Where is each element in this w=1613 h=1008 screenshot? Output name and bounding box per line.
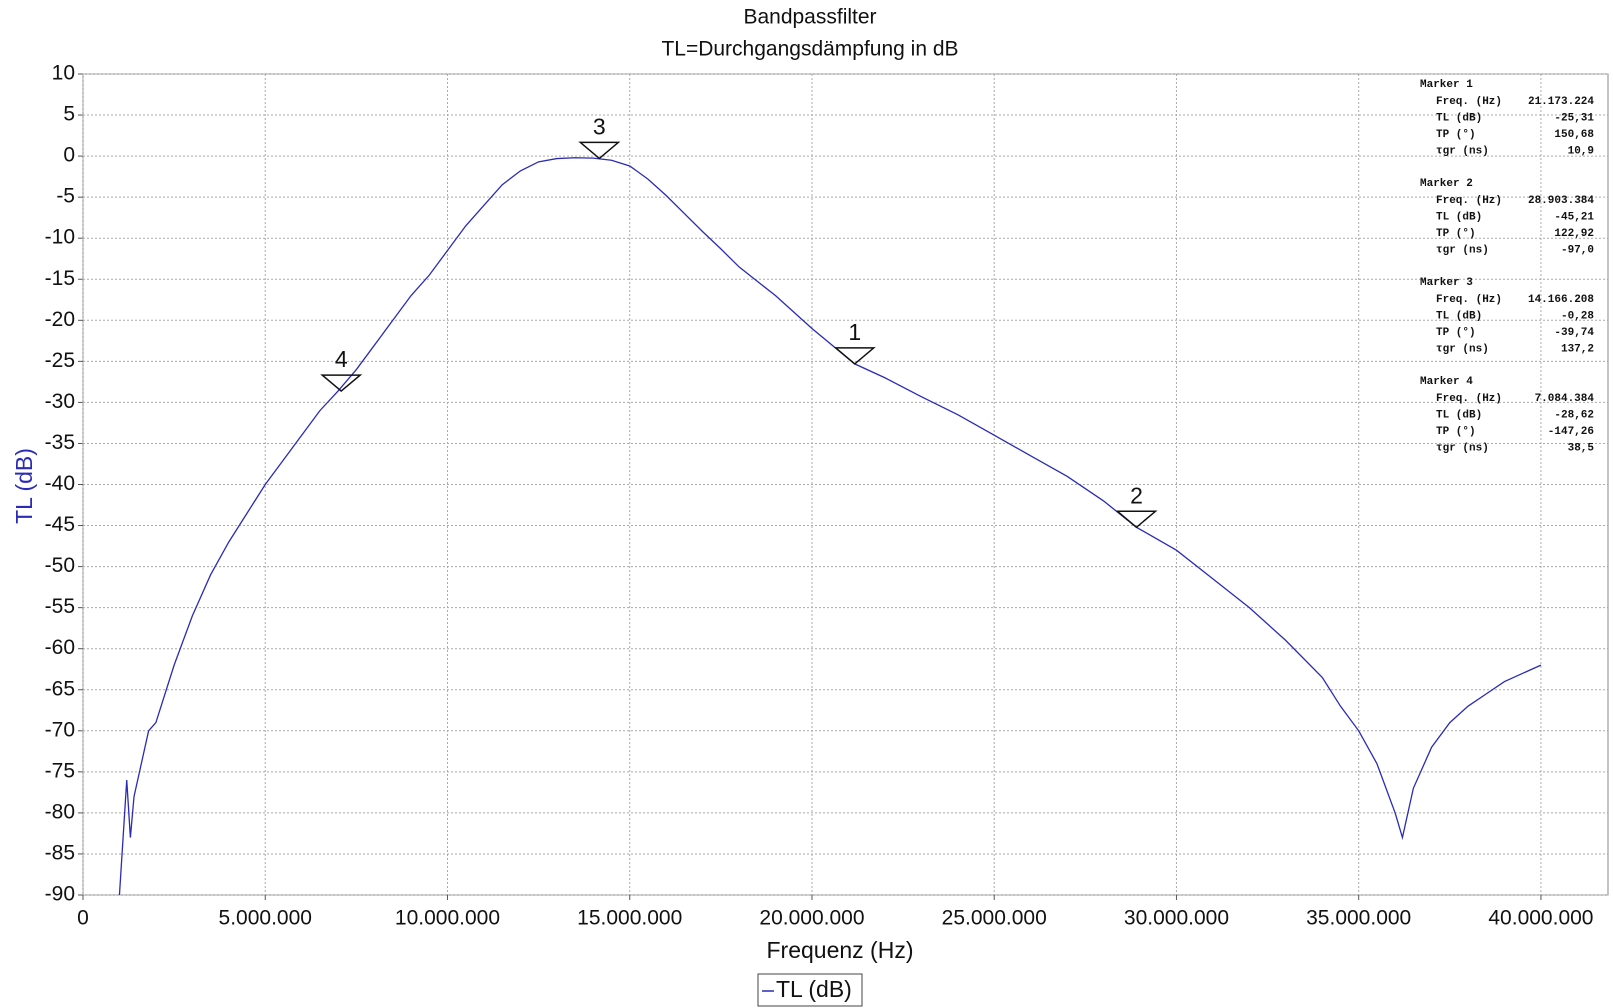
y-tick-label: -85 — [45, 841, 75, 864]
marker-row-value: 38,5 — [1568, 442, 1595, 454]
marker-row-name: TL (dB) — [1436, 112, 1482, 124]
chart-subtitle: TL=Durchgangsdämpfung in dB — [661, 38, 958, 61]
y-tick-label: -10 — [45, 226, 75, 249]
marker-title: Marker 2 — [1420, 178, 1473, 190]
y-tick-label: -30 — [45, 390, 75, 413]
y-tick-label: -70 — [45, 718, 75, 741]
marker-row-name: TP (°) — [1436, 228, 1476, 240]
marker-row-value: 14.166.208 — [1528, 294, 1594, 306]
marker-row-value: -28,62 — [1554, 409, 1594, 421]
marker-row-value: -39,74 — [1554, 327, 1594, 339]
y-tick-label: -20 — [45, 308, 75, 331]
x-tick-label: 5.000.000 — [219, 907, 312, 930]
y-tick-label: -45 — [45, 513, 75, 536]
marker-row-value: -25,31 — [1554, 112, 1594, 124]
marker-label: 2 — [1130, 482, 1143, 508]
y-tick-label: 0 — [63, 144, 75, 167]
marker-triangle — [833, 347, 876, 365]
marker-row-value: 7.084.384 — [1535, 393, 1595, 405]
y-tick-label: -60 — [45, 636, 75, 659]
legend-box — [757, 973, 863, 1007]
x-tick-label: 20.000.000 — [759, 907, 864, 930]
marker-row-value: 137,2 — [1561, 343, 1594, 355]
marker-row-name: TP (°) — [1436, 129, 1476, 141]
x-tick-label: 0 — [77, 907, 89, 930]
marker-title: Marker 1 — [1420, 79, 1473, 91]
marker-row-value: -0,28 — [1561, 310, 1594, 322]
marker-row-value: -147,26 — [1548, 426, 1594, 438]
marker-triangle — [1115, 510, 1158, 529]
marker-row-value: -97,0 — [1561, 244, 1594, 256]
chart-title: Bandpassfilter — [743, 6, 876, 29]
marker-title: Marker 4 — [1420, 376, 1473, 388]
marker-triangle — [320, 374, 363, 393]
x-tick-label: 30.000.000 — [1124, 907, 1229, 930]
y-tick-label: -25 — [45, 349, 75, 372]
marker-row-value: 122,92 — [1554, 228, 1594, 240]
y-tick-label: 10 — [52, 62, 75, 85]
x-tick-label: 35.000.000 — [1306, 907, 1411, 930]
y-tick-label: -15 — [45, 267, 75, 290]
legend-label: TL (dB) — [776, 976, 852, 1002]
marker-row-value: 28.903.384 — [1528, 195, 1594, 207]
marker-row-name: τgr (ns) — [1436, 145, 1489, 157]
y-tick-label: 5 — [63, 103, 75, 126]
marker-row-value: 10,9 — [1568, 145, 1594, 157]
y-tick-label: -35 — [45, 431, 75, 454]
marker-label: 1 — [848, 319, 861, 345]
y-tick-label: -50 — [45, 554, 75, 577]
y-tick-label: -40 — [45, 472, 75, 495]
marker-row-name: TP (°) — [1436, 327, 1476, 339]
marker-row-value: -45,21 — [1554, 211, 1594, 223]
y-tick-label: -75 — [45, 759, 75, 782]
marker-row-name: τgr (ns) — [1436, 244, 1489, 256]
marker-row-name: τgr (ns) — [1436, 442, 1489, 454]
marker-row-name: TP (°) — [1436, 426, 1476, 438]
y-tick-label: -90 — [45, 883, 75, 906]
x-tick-label: 15.000.000 — [577, 907, 682, 930]
marker-row-name: Freq. (Hz) — [1436, 294, 1502, 306]
y-tick-label: -80 — [45, 800, 75, 823]
marker-label: 4 — [335, 346, 348, 372]
x-tick-label: 25.000.000 — [942, 907, 1047, 930]
y-tick-label: -65 — [45, 677, 75, 700]
y-tick-label: -55 — [45, 595, 75, 618]
marker-row-value: 21.173.224 — [1528, 96, 1594, 108]
marker-row-name: TL (dB) — [1436, 409, 1482, 421]
x-tick-label: 10.000.000 — [395, 907, 500, 930]
marker-row-name: TL (dB) — [1436, 211, 1482, 223]
marker-row-name: TL (dB) — [1436, 310, 1482, 322]
x-axis-label: Frequenz (Hz) — [767, 937, 914, 963]
y-tick-label: -5 — [56, 185, 75, 208]
y-axis-label: TL (dB) — [11, 448, 37, 524]
marker-label: 3 — [593, 113, 606, 139]
marker-row-value: 150,68 — [1554, 129, 1594, 141]
marker-triangle — [578, 141, 621, 160]
marker-row-name: τgr (ns) — [1436, 343, 1489, 355]
marker-row-name: Freq. (Hz) — [1436, 393, 1502, 405]
marker-title: Marker 3 — [1420, 277, 1473, 289]
data-line — [118, 157, 1542, 896]
x-tick-label: 40.000.000 — [1488, 907, 1593, 930]
marker-row-name: Freq. (Hz) — [1436, 195, 1502, 207]
marker-row-name: Freq. (Hz) — [1436, 96, 1502, 108]
